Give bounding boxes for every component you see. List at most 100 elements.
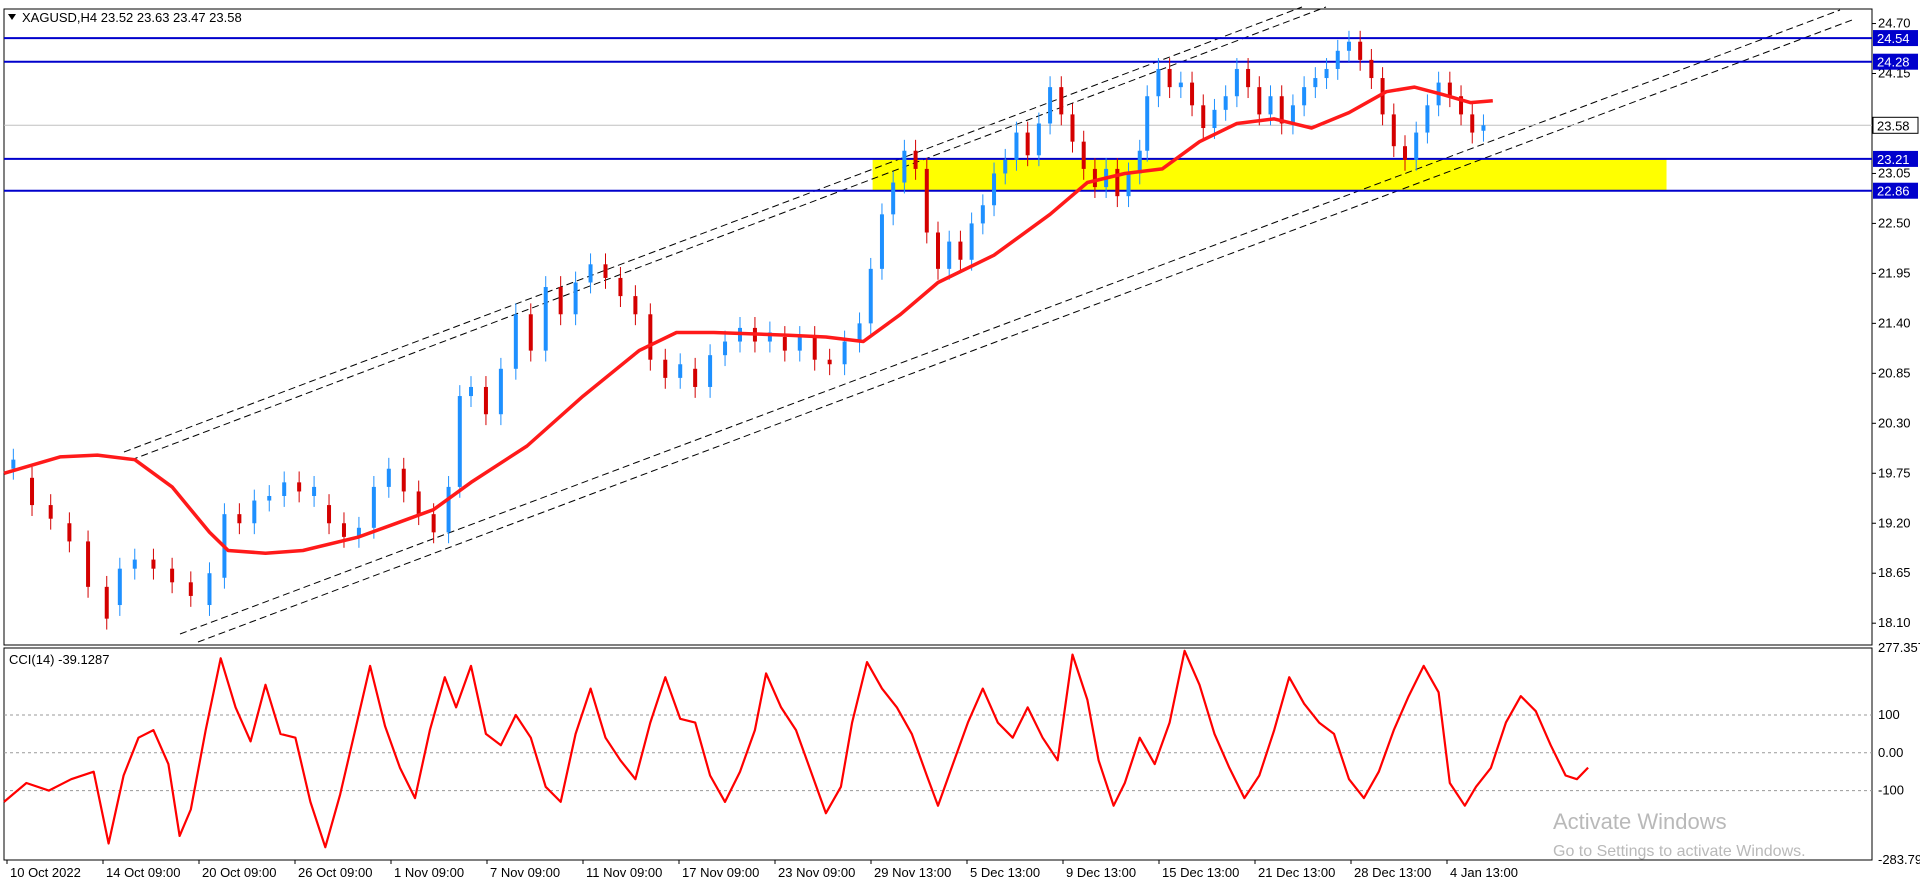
candle-body [341, 523, 346, 537]
price-label: 24.54 [1877, 31, 1910, 46]
candle-body [1335, 50, 1340, 69]
candle-body [1257, 87, 1262, 115]
cci-y-tick-label: -100 [1878, 783, 1904, 798]
channel-line [179, 9, 1841, 635]
candle-body [1470, 114, 1475, 133]
candle-body [1380, 78, 1385, 115]
candle-body [723, 341, 728, 356]
candle-body [1403, 146, 1407, 160]
candle-body [1279, 96, 1284, 124]
x-tick-label: 17 Nov 09:00 [682, 865, 759, 880]
candle-body [1302, 87, 1307, 106]
candle-body [282, 482, 287, 496]
candle-body [868, 268, 873, 324]
cci-line [3, 649, 1589, 849]
cci-label: CCI(14) -39.1287 [9, 652, 109, 667]
candle-body [327, 505, 332, 524]
candle-body [782, 336, 787, 351]
moving-average-line [3, 85, 1493, 555]
candle-body [1313, 78, 1318, 88]
candle-body [678, 364, 683, 378]
x-tick-label: 20 Oct 09:00 [202, 865, 276, 880]
candle-body [1003, 159, 1008, 174]
y-tick-label: 20.85 [1878, 365, 1911, 380]
candle-body [980, 205, 985, 224]
support-zone [872, 158, 1667, 191]
candle-body [603, 264, 608, 278]
candle-body [924, 168, 929, 233]
candle-body [992, 173, 997, 206]
candle-body [188, 582, 193, 596]
x-tick-label: 11 Nov 09:00 [586, 865, 662, 880]
candle-body [1346, 41, 1351, 51]
candle-body [1290, 105, 1295, 124]
x-tick-label: 23 Nov 09:00 [778, 865, 855, 880]
candle-body [543, 287, 548, 351]
y-tick-label: 19.20 [1878, 515, 1911, 530]
windows-watermark: Activate Windows Go to Settings to activ… [1553, 809, 1806, 860]
candle-body [513, 314, 518, 369]
price-label-box [1873, 150, 1918, 167]
candle-body [1178, 82, 1183, 88]
candle-body [483, 386, 488, 415]
candle-body [1369, 59, 1374, 79]
candle-body [1246, 68, 1251, 88]
candle-body [356, 527, 361, 537]
collapse-arrow-icon[interactable] [8, 14, 16, 20]
watermark-line-1: Activate Windows [1553, 809, 1727, 834]
candle-body [86, 541, 91, 587]
price-label: 22.86 [1877, 184, 1910, 199]
candle-body [958, 241, 963, 260]
candle-body [469, 386, 473, 397]
current-price-box [1872, 116, 1919, 134]
candle-body [1081, 141, 1086, 169]
candle-body [879, 214, 884, 269]
trend-channel-lines [123, 6, 1853, 643]
candle-body [1092, 168, 1097, 188]
x-tick-label: 5 Dec 13:00 [970, 865, 1040, 880]
candle-body [252, 500, 257, 524]
candle-body [842, 341, 847, 365]
cci-pane-frame [3, 647, 1873, 861]
channel-line [130, 6, 1327, 461]
y-tick-label: 19.75 [1878, 465, 1911, 480]
candle-body [1025, 132, 1030, 156]
candle-body [936, 232, 940, 269]
candle-body [117, 568, 122, 606]
candle-body [663, 359, 668, 378]
candle-body [401, 468, 406, 492]
candle-body [237, 514, 242, 524]
candle-body [1048, 87, 1053, 124]
y-tick-label: 20.30 [1878, 415, 1911, 430]
cci-y-tick-label: 100 [1878, 707, 1900, 722]
x-tick-label: 21 Dec 13:00 [1258, 865, 1335, 880]
candle-body [1036, 123, 1041, 156]
candle-body [633, 296, 638, 315]
price-label: 24.28 [1877, 55, 1910, 70]
y-tick-label: 24.70 [1878, 16, 1911, 31]
x-tick-label: 4 Jan 13:00 [1450, 865, 1518, 880]
candle-body [1234, 68, 1239, 97]
candle-body [104, 586, 109, 619]
candle-body [151, 559, 156, 569]
candle-body [1201, 105, 1206, 129]
candle-body [558, 287, 563, 315]
y-tick-label: 21.40 [1878, 315, 1911, 330]
main-pane-frame [3, 8, 1873, 646]
candle-body [11, 459, 16, 469]
candle-body [618, 277, 623, 297]
x-tick-label: 9 Dec 13:00 [1066, 865, 1136, 880]
candle-body [969, 223, 974, 260]
candle-body [947, 241, 952, 269]
candle-body [1190, 82, 1195, 106]
candle-body [891, 182, 896, 215]
price-label-box [1873, 53, 1918, 70]
cci-indicator-pane: CCI(14) -39.1287 [3, 647, 1873, 861]
price-label: 23.21 [1877, 152, 1910, 167]
price-label-box [1873, 30, 1918, 47]
channel-line [197, 19, 1853, 643]
candle-body [1014, 132, 1019, 160]
candle-body [1145, 96, 1150, 151]
candle-body [588, 264, 593, 283]
